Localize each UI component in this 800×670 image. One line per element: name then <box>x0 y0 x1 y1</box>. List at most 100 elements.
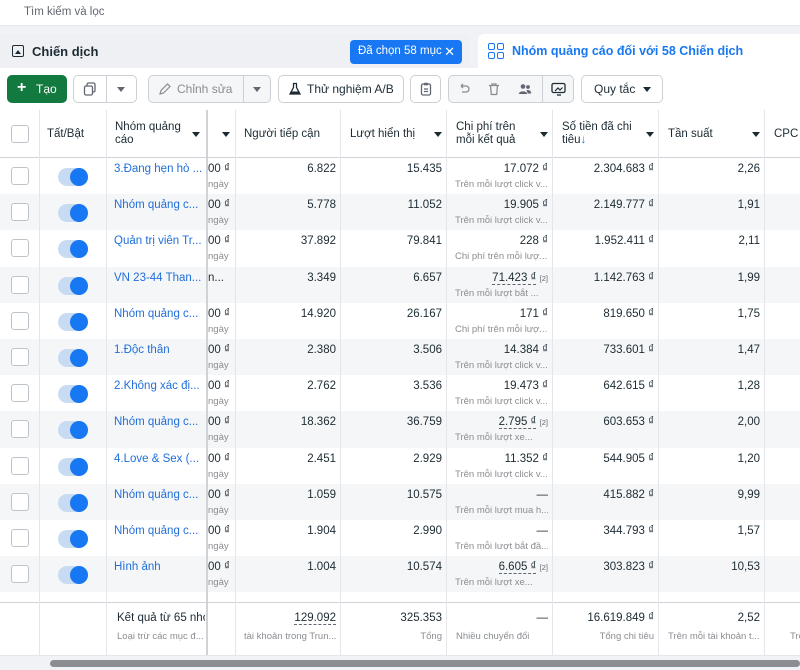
row-toggle[interactable] <box>58 530 88 548</box>
column-spent-menu-icon[interactable] <box>646 132 654 137</box>
search-bar[interactable]: Tìm kiếm và lọc <box>0 0 800 26</box>
table-row[interactable]: Quản trị viên Tr... 00 ₫ ngày 37.892 79.841 2… <box>0 230 800 266</box>
row-name-link[interactable]: 4.Love & Sex (... <box>114 452 200 465</box>
row-name-link[interactable]: Hình ảnh <box>114 561 161 574</box>
tab-ad-groups-label: Nhóm quảng cáo đối với 58 Chiến dịch <box>512 44 744 58</box>
column-header-toggle[interactable]: Tất/Bật <box>47 128 85 140</box>
row-checkbox[interactable] <box>11 456 29 475</box>
row-toggle[interactable] <box>58 421 88 440</box>
table-row[interactable]: Hình ảnh 00 ₫ ngày 1.004 10.574 6.605 ₫ [2] Tr… <box>0 556 800 593</box>
row-cost-per-result-sub: Trên mỗi lượt mua h... <box>455 504 548 516</box>
row-checkbox[interactable] <box>11 348 29 366</box>
column-header-impressions[interactable]: Lượt hiển thị <box>350 128 416 140</box>
audience-icon[interactable] <box>518 82 532 96</box>
table-row[interactable]: 4.Love & Sex (... 00 ₫ ngày 2.451 2.929 11.35… <box>0 448 800 484</box>
row-name-link[interactable]: 3.Đang hẹn hò ... <box>114 163 202 175</box>
summary-amount-spent: 16.619.849 ₫ <box>587 612 654 624</box>
table-row[interactable]: VN 23-44 Than... n... 3.349 6.657 71.423 ₫ [… <box>0 266 800 303</box>
row-checkbox[interactable] <box>11 565 29 584</box>
column-header-amount-spent[interactable]: Số tiền đã chi tiêu↓ <box>562 121 632 146</box>
row-amount-spent: 819.650 ₫ <box>603 307 654 320</box>
row-checkbox[interactable] <box>11 167 29 185</box>
row-toggle[interactable] <box>58 493 88 512</box>
row-checkbox[interactable] <box>11 420 29 439</box>
ab-test-button[interactable]: Thử nghiệm A/B <box>278 75 404 103</box>
row-name-link[interactable]: Quản trị viên Tr... <box>114 235 202 248</box>
row-name-link[interactable]: Nhóm quảng c... <box>114 307 199 320</box>
row-cost-footnote[interactable]: [2] <box>539 273 548 283</box>
row-cost-per-result-sub: Chi phí trên mỗi lượ... <box>455 251 548 263</box>
row-name-link[interactable]: Nhóm quảng c... <box>114 416 199 429</box>
column-frequency-menu-icon[interactable] <box>752 132 760 137</box>
horizontal-scrollbar[interactable] <box>0 655 800 670</box>
row-name-link[interactable]: VN 23-44 Than... <box>114 271 202 284</box>
column-fragment-menu-icon[interactable] <box>222 132 230 137</box>
row-cost-per-result: 6.605 ₫ [2] <box>498 561 548 575</box>
row-toggle[interactable] <box>58 168 88 186</box>
search-input[interactable]: Tìm kiếm và lọc <box>24 6 105 18</box>
row-checkbox[interactable] <box>11 529 29 547</box>
table-row[interactable]: Nhóm quảng c... 00 ₫ ngày 1.059 10.575 — Trên … <box>0 483 800 520</box>
clipboard-button[interactable] <box>410 75 441 103</box>
row-cost-footnote[interactable]: [2] <box>539 418 548 428</box>
row-checkbox[interactable] <box>11 492 29 511</box>
row-toggle[interactable] <box>58 276 88 295</box>
row-name-link[interactable]: Nhóm quảng c... <box>114 488 199 501</box>
column-header-reach[interactable]: Người tiếp cận <box>244 128 320 140</box>
column-impressions-menu-icon[interactable] <box>434 132 442 137</box>
undo-icon[interactable] <box>457 82 471 96</box>
table-row[interactable]: Nhóm quảng c... 00 ₫ ngày 18.362 36.759 2.795… <box>0 411 800 448</box>
create-button[interactable]: + Tạo <box>7 75 67 103</box>
column-header-name[interactable]: Nhóm quảng cáo <box>115 121 181 146</box>
row-toggle[interactable] <box>58 385 88 404</box>
row-name-link[interactable]: Nhóm quảng c... <box>114 199 199 212</box>
table-row[interactable]: Nhóm quảng c... 00 ₫ ngày 5.778 11.052 19.905… <box>0 194 800 231</box>
table-row[interactable]: Nhóm quảng c... 00 ₫ ngày 1.904 2.990 — Trên m… <box>0 520 800 556</box>
row-cost-per-result: 11.352 ₫ <box>504 452 548 465</box>
clear-selection-icon[interactable]: ✕ <box>444 44 455 59</box>
table-row[interactable]: 2.Không xác đị... 00 ₫ ngày 2.762 3.536 19.47… <box>0 375 800 411</box>
row-name-link[interactable]: 2.Không xác đị... <box>114 380 200 393</box>
edit-button[interactable]: Chỉnh sửa <box>148 75 271 103</box>
preview-icon[interactable] <box>551 82 567 96</box>
row-budget-fragment: 00 ₫ <box>208 488 230 501</box>
row-checkbox[interactable] <box>11 239 29 258</box>
tab-ad-groups[interactable]: Nhóm quảng cáo đối với 58 Chiến dịch <box>478 34 800 68</box>
row-toggle[interactable] <box>58 566 88 585</box>
select-all-checkbox[interactable] <box>11 125 29 143</box>
row-frequency: 1,99 <box>737 271 760 284</box>
selected-items-chip[interactable]: Đã chọn 58 mục ✕ <box>350 40 462 64</box>
trash-icon[interactable] <box>487 82 501 96</box>
row-amount-spent: 1.142.763 ₫ <box>593 271 654 284</box>
chevron-down-icon[interactable] <box>253 87 261 92</box>
chevron-down-icon[interactable] <box>117 87 125 92</box>
row-checkbox[interactable] <box>11 275 29 294</box>
row-toggle[interactable] <box>58 349 88 367</box>
table-row[interactable]: Nhóm quảng c... 00 ₫ ngày 14.920 26.167 171 ₫… <box>0 303 800 339</box>
row-checkbox[interactable] <box>11 203 29 222</box>
row-toggle[interactable] <box>58 457 88 476</box>
table-summary-row: Kết quả từ 65 nhó Loại trừ các mục đ... … <box>0 602 800 655</box>
column-cpr-menu-icon[interactable] <box>540 132 548 137</box>
row-toggle[interactable] <box>58 312 88 331</box>
column-name-menu-icon[interactable] <box>192 132 200 137</box>
row-cost-footnote[interactable]: [2] <box>539 563 548 573</box>
table-row[interactable]: 1.Độc thân 00 ₫ ngày 2.380 3.506 14.384 ₫ Trên… <box>0 339 800 376</box>
row-budget-fragment: 00 ₫ <box>208 235 230 248</box>
row-toggle[interactable] <box>58 240 88 259</box>
tab-campaigns[interactable]: Chiến dịch Đã chọn 58 mục ✕ <box>0 34 470 68</box>
row-name-link[interactable]: 1.Độc thân <box>114 344 170 356</box>
row-checkbox[interactable] <box>11 311 29 330</box>
scrollbar-thumb[interactable] <box>50 660 800 667</box>
column-header-frequency[interactable]: Tần suất <box>668 128 713 140</box>
table-row[interactable]: 3.Đang hẹn hò ... 00 ₫ ngày 6.822 15.435 17.0… <box>0 158 800 194</box>
rules-button[interactable]: Quy tắc <box>581 75 663 103</box>
row-checkbox[interactable] <box>11 384 29 403</box>
row-amount-spent: 642.615 ₫ <box>603 380 654 393</box>
duplicate-button[interactable] <box>73 75 137 103</box>
row-budget-fragment: 00 ₫ <box>208 416 230 429</box>
column-header-cpc[interactable]: CPC <box>774 128 799 140</box>
row-toggle[interactable] <box>58 204 88 223</box>
column-header-cost-per-result[interactable]: Chi phí trên mỗi kết quả <box>456 121 516 146</box>
row-name-link[interactable]: Nhóm quảng c... <box>114 525 199 537</box>
